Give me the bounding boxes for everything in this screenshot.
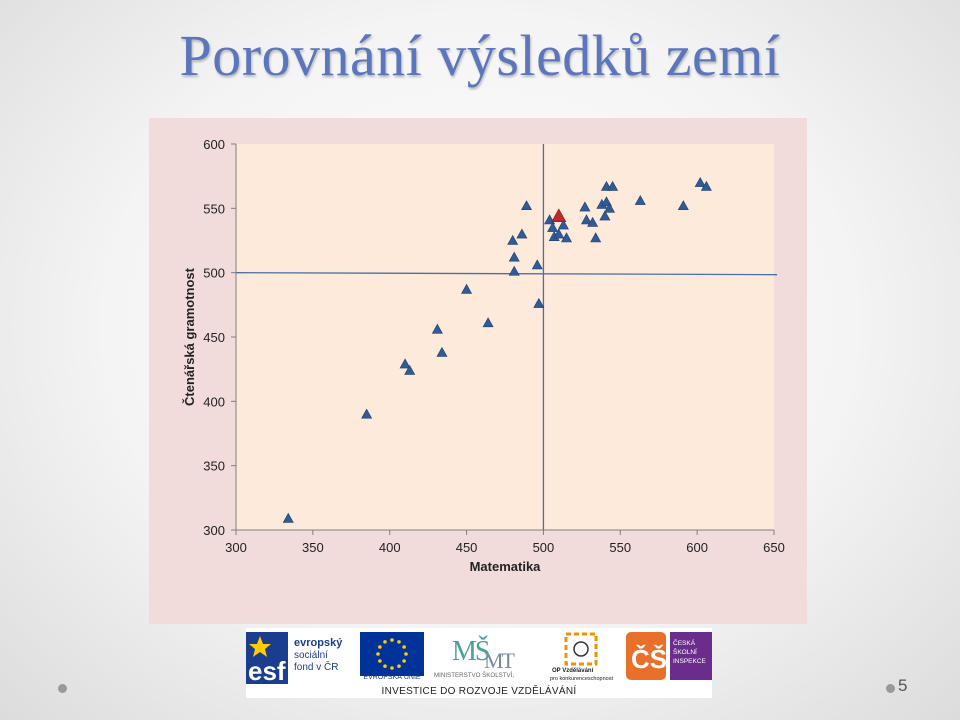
svg-text:MT: MT	[484, 648, 516, 673]
svg-text:esf: esf	[248, 656, 286, 684]
data-point	[553, 228, 565, 239]
data-point	[677, 200, 689, 211]
svg-text:fond v ČR: fond v ČR	[294, 660, 338, 673]
svg-text:MŠ: MŠ	[452, 636, 489, 667]
svg-text:sociální: sociální	[294, 650, 328, 661]
y-tick-label: 500	[203, 266, 225, 281]
footer-slogan: INVESTICE DO ROZVOJE VZDĚLÁVÁNÍ	[381, 686, 577, 697]
data-point	[560, 232, 572, 243]
data-point	[404, 364, 416, 375]
x-tick-label: 500	[533, 540, 555, 555]
eu-star-icon	[402, 645, 406, 649]
eu-logo-text: EVROPSKÁ UNIE	[363, 674, 421, 681]
slide-title: Porovnání výsledků zemí	[179, 23, 781, 88]
op-vzdelavani-logo: OP Vzdělávání pro konkurenceschopnost	[550, 632, 613, 682]
y-tick-label: 600	[203, 137, 225, 152]
data-point	[531, 259, 543, 270]
x-tick-label: 650	[763, 540, 785, 555]
svg-text:pro konkurenceschopnost: pro konkurenceschopnost	[550, 676, 613, 682]
plot-area	[236, 144, 774, 530]
eu-star-icon	[383, 640, 387, 644]
svg-text:INSPEKCE: INSPEKCE	[673, 658, 707, 665]
data-point	[461, 283, 473, 294]
reference-line-horizontal	[235, 272, 778, 276]
data-point	[507, 234, 519, 245]
scatter-chart: 300 350 400 450 500 550 600 300 350 400 450 500 550…	[182, 137, 785, 574]
x-tick-label: 450	[456, 540, 478, 555]
data-point	[590, 232, 602, 243]
data-point	[521, 200, 533, 211]
x-tick-label: 400	[379, 540, 401, 555]
csi-logo: ČŠI ČESKÁ ŠKOLNÍ INSPEKCE	[626, 632, 712, 680]
data-point	[557, 219, 569, 230]
y-tick-label: 550	[203, 201, 225, 216]
eu-star-icon	[390, 666, 394, 670]
eu-flag-logo	[360, 632, 424, 676]
data-point	[508, 251, 520, 262]
data-point	[508, 265, 520, 276]
y-tick-label: 350	[203, 459, 225, 474]
data-point	[282, 512, 294, 523]
msmt-logo: MŠ MT MINISTERSTVO ŠKOLSTVÍ,	[434, 636, 518, 679]
eu-star-icon	[397, 640, 401, 644]
y-tick-label: 300	[203, 523, 225, 538]
data-point	[604, 202, 616, 213]
data-point	[361, 408, 373, 419]
data-point	[600, 196, 612, 207]
data-point	[399, 358, 411, 369]
eu-star-icon	[378, 659, 382, 663]
data-point	[580, 214, 592, 225]
eu-star-icon	[376, 652, 380, 656]
x-tick-label: 350	[302, 540, 324, 555]
eu-star-icon	[397, 664, 401, 668]
eu-star-icon	[378, 645, 382, 649]
logo-strip: esf evropský sociální fond v ČR EVROPSKÁ…	[246, 628, 712, 698]
svg-text:MINISTERSTVO ŠKOLSTVÍ,: MINISTERSTVO ŠKOLSTVÍ,	[434, 672, 514, 679]
eu-star-icon	[402, 659, 406, 663]
chart-area: 300 350 400 450 500 550 600 300 350 400 450 500 550…	[149, 118, 807, 624]
data-point	[579, 201, 591, 212]
eu-star-icon	[390, 638, 394, 642]
y-tick-label: 450	[203, 330, 225, 345]
data-point	[516, 228, 528, 239]
svg-text:ČŠI: ČŠI	[631, 644, 674, 674]
svg-text:ŠKOLNÍ: ŠKOLNÍ	[673, 647, 697, 656]
data-point	[436, 346, 448, 357]
page-number: 5	[898, 676, 908, 695]
data-point	[547, 222, 559, 232]
svg-text:ČESKÁ: ČESKÁ	[673, 638, 696, 647]
eu-star-icon	[383, 664, 387, 668]
eu-star-icon	[404, 652, 408, 656]
data-point	[482, 317, 494, 328]
y-tick-label: 400	[203, 394, 225, 409]
data-point	[700, 180, 712, 191]
svg-text:OP Vzdělávání: OP Vzdělávání	[552, 668, 594, 674]
data-point	[634, 194, 646, 205]
y-axis-title: Čtenářská gramotnost	[182, 267, 197, 406]
data-point	[431, 323, 443, 334]
right-bullet-dot	[886, 684, 895, 693]
left-bullet-dot	[58, 684, 67, 693]
data-point	[533, 297, 545, 308]
highlight-point	[551, 208, 567, 222]
x-axis-title: Matematika	[470, 559, 542, 574]
data-point	[607, 180, 619, 191]
x-tick-label: 600	[686, 540, 708, 555]
x-tick-label: 300	[225, 540, 247, 555]
data-point	[694, 176, 706, 187]
data-point	[587, 216, 599, 227]
esf-logo: esf evropský sociální fond v ČR	[246, 632, 343, 684]
x-tick-label: 550	[609, 540, 631, 555]
data-point	[599, 210, 611, 221]
svg-text:evropský: evropský	[294, 637, 343, 649]
